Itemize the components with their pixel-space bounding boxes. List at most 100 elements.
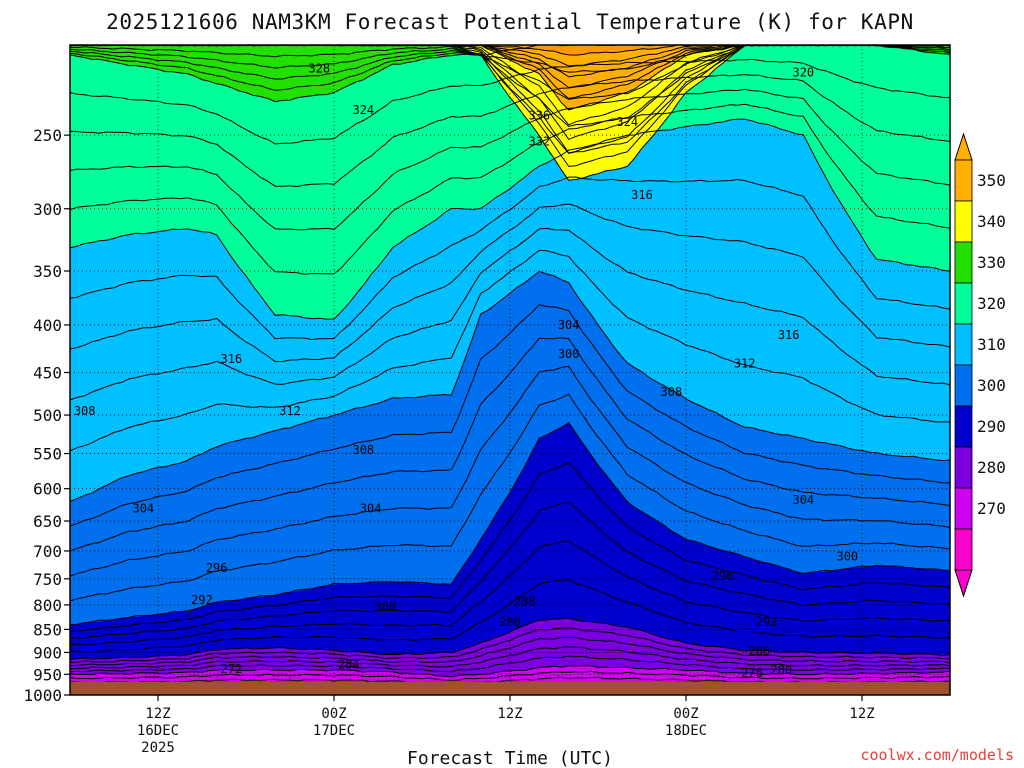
- contour-label-284: 284: [338, 657, 360, 671]
- y-tick-label-800: 800: [33, 596, 62, 615]
- contour-label-300: 300: [558, 347, 580, 361]
- chart-title: 2025121606 NAM3KM Forecast Potential Tem…: [106, 10, 914, 34]
- theta-isoline-274: [70, 646, 950, 670]
- colorbar-bin-290: [954, 364, 973, 407]
- contour-label-304: 304: [792, 493, 814, 507]
- plot-area: 328 324 320 336 332 324 316 316 316 312 312 308 308 3…: [70, 45, 950, 695]
- contour-label-304: 304: [558, 318, 580, 332]
- theta-isoline-280: [70, 617, 950, 660]
- theta-isoline-288: [70, 462, 950, 633]
- colorbar-label-280: 280: [977, 458, 1006, 477]
- credit-text: coolwx.com/models: [860, 746, 1014, 764]
- y-tick-label-750: 750: [33, 570, 62, 589]
- y-tick-label-1000: 1000: [23, 686, 62, 705]
- theta-isoline-302: [70, 249, 950, 452]
- contour-label-296: 296: [206, 561, 228, 575]
- theta-isoline-290: [70, 422, 950, 626]
- theta-isoline-278: [70, 627, 950, 663]
- y-axis: 250 300 350 400 450 500 550 600 650 700 750 800 850 9…: [23, 126, 70, 705]
- contour-label-336: 336: [528, 108, 550, 122]
- colorbar-top-arrow: [954, 132, 973, 161]
- theta-isoline-310: [70, 118, 950, 320]
- y-tick-label-350: 350: [33, 262, 62, 281]
- theta-isoline-314: [70, 88, 950, 231]
- x-tick-label-18DEC: 18DEC: [665, 723, 707, 739]
- theta-isoline-282: [70, 578, 950, 653]
- y-tick-label-650: 650: [33, 512, 62, 531]
- contour-label-312: 312: [279, 404, 301, 418]
- x-axis-label: Forecast Time (UTC): [407, 748, 613, 768]
- contour-label-292: 292: [756, 615, 778, 629]
- x-tick-label-12Z: 12Z: [145, 706, 170, 722]
- theta-isoline-316: [70, 74, 950, 188]
- contour-label-308: 308: [660, 385, 682, 399]
- contour-label-300: 300: [374, 599, 396, 613]
- theta-isoline-286: [70, 501, 950, 639]
- theta-isoline-292: [70, 393, 950, 602]
- contour-label-316: 316: [778, 328, 800, 342]
- contour-label-288: 288: [748, 644, 770, 658]
- contour-label-292: 292: [191, 593, 213, 607]
- contour-label-276: 276: [741, 666, 763, 680]
- colorbar-label-320: 320: [977, 294, 1006, 313]
- colorbar-bin-270: [954, 446, 973, 489]
- contour-label-304: 304: [132, 501, 154, 515]
- theta-isoline-272: [70, 655, 950, 673]
- theta-isoline-284: [70, 540, 950, 646]
- colorbar-label-310: 310: [977, 335, 1006, 354]
- x-tick-label-00Z: 00Z: [321, 706, 346, 722]
- colorbar-label-290: 290: [977, 417, 1006, 436]
- x-tick-label-12Z: 12Z: [497, 706, 522, 722]
- ground-surface: [70, 681, 950, 695]
- contour-label-300: 300: [836, 550, 858, 564]
- contour-label-316: 316: [631, 188, 653, 202]
- theta-band-320: [70, 45, 950, 102]
- colorbar-bottom-arrow: [954, 569, 973, 598]
- y-tick-label-900: 900: [33, 643, 62, 662]
- contour-label-304: 304: [360, 501, 382, 515]
- contour-label-280: 280: [770, 663, 792, 677]
- contour-label-324: 324: [352, 103, 374, 117]
- contour-label-288: 288: [514, 594, 536, 608]
- x-tick-label-00Z: 00Z: [673, 706, 698, 722]
- y-tick-label-550: 550: [33, 445, 62, 464]
- contour-label-308: 308: [74, 404, 96, 418]
- theta-isoline-306: [70, 203, 950, 363]
- theta-isoline-304: [70, 227, 950, 401]
- y-tick-label-500: 500: [33, 406, 62, 425]
- contour-label-296: 296: [712, 569, 734, 583]
- colorbar-label-300: 300: [977, 376, 1006, 395]
- colorbar-bin-330: [954, 200, 973, 243]
- contour-label-312: 312: [734, 356, 756, 370]
- theta-isoline-268: [70, 670, 950, 682]
- contour-label-280: 280: [499, 615, 521, 629]
- colorbar-bin-260: [954, 487, 973, 530]
- y-tick-label-400: 400: [33, 316, 62, 335]
- contour-labels: 328 324 320 336 332 324 316 316 316 312 312 308 308 3…: [74, 62, 858, 680]
- colorbar-bin-320: [954, 241, 973, 284]
- contour-label-320: 320: [792, 65, 814, 79]
- y-tick-label-850: 850: [33, 620, 62, 639]
- theta-isoline-328: [70, 45, 950, 154]
- x-tick-label-12Z: 12Z: [849, 706, 874, 722]
- colorbar-label-350: 350: [977, 171, 1006, 190]
- colorbar-label-330: 330: [977, 253, 1006, 272]
- theta-band-310: [70, 45, 950, 321]
- theta-band-330: [70, 45, 950, 181]
- theta-isoline-344: [70, 45, 950, 89]
- contour-label-328: 328: [308, 62, 330, 76]
- theta-isoline-294: [70, 365, 950, 577]
- theta-isoline-276: [70, 636, 950, 666]
- colorbar-bin-340: [954, 159, 973, 202]
- y-tick-label-450: 450: [33, 364, 62, 383]
- y-tick-label-700: 700: [33, 542, 62, 561]
- x-tick-label-2025: 2025: [141, 740, 175, 756]
- theta-isoline-312: [70, 103, 950, 275]
- colorbar: 350 340 330 320 310 300 290 280 270: [954, 132, 1006, 598]
- x-tick-label-17DEC: 17DEC: [313, 723, 355, 739]
- colorbar-bin-250: [954, 528, 973, 571]
- theta-isoline-350: [70, 45, 950, 56]
- x-tick-label-16DEC: 16DEC: [137, 723, 179, 739]
- y-tick-label-600: 600: [33, 480, 62, 499]
